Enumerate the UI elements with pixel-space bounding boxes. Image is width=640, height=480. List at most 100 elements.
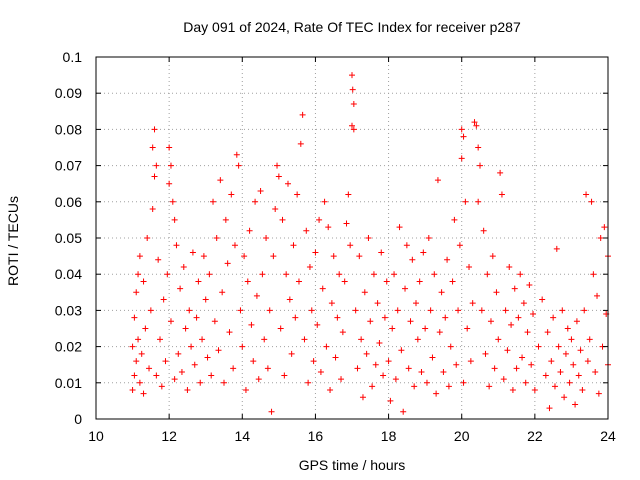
data-point bbox=[257, 187, 264, 194]
data-point bbox=[138, 350, 145, 357]
data-point bbox=[312, 249, 319, 256]
data-point bbox=[478, 307, 485, 314]
data-point bbox=[464, 325, 471, 332]
data-point bbox=[477, 162, 483, 169]
data-point bbox=[275, 173, 282, 180]
data-point bbox=[186, 307, 193, 314]
y-tick-label: 0.05 bbox=[55, 230, 82, 246]
data-point bbox=[420, 249, 427, 256]
data-point bbox=[451, 216, 458, 223]
data-point bbox=[233, 151, 240, 158]
data-point bbox=[149, 206, 156, 213]
data-point bbox=[383, 278, 390, 285]
data-point bbox=[279, 216, 286, 223]
data-point bbox=[467, 358, 474, 365]
data-point bbox=[299, 111, 306, 118]
tick-labels: 10 12 14 16 18 20 22 24 0 0.01 0.02 0.03 0.04 0.05 0.0… bbox=[55, 49, 616, 444]
data-point bbox=[167, 162, 174, 169]
data-point bbox=[310, 358, 317, 365]
data-point bbox=[460, 379, 467, 386]
y-tick-label: 0.03 bbox=[55, 302, 82, 318]
data-point bbox=[195, 278, 202, 285]
data-point bbox=[244, 278, 251, 285]
data-point bbox=[498, 191, 505, 198]
y-axis-label: ROTI / TECUs bbox=[5, 196, 21, 286]
y-tick-label: 0.04 bbox=[55, 266, 82, 282]
y-tick-label: 0.1 bbox=[63, 49, 83, 65]
data-point bbox=[199, 336, 206, 343]
data-point bbox=[442, 314, 449, 321]
data-point bbox=[197, 379, 204, 386]
data-point bbox=[564, 325, 571, 332]
data-point bbox=[405, 365, 412, 372]
data-point bbox=[530, 311, 537, 318]
data-point bbox=[349, 122, 355, 129]
data-point bbox=[594, 292, 601, 299]
data-point bbox=[531, 387, 538, 394]
data-point bbox=[489, 253, 496, 260]
data-point bbox=[144, 235, 151, 241]
data-point bbox=[462, 198, 469, 205]
data-point bbox=[509, 387, 516, 394]
data-point bbox=[285, 180, 291, 187]
data-point bbox=[458, 126, 465, 133]
data-point bbox=[495, 336, 502, 343]
data-point bbox=[133, 358, 140, 365]
data-point bbox=[317, 368, 324, 375]
x-tick-label: 12 bbox=[161, 428, 177, 444]
data-point bbox=[361, 289, 368, 296]
data-point bbox=[173, 242, 180, 249]
data-point bbox=[325, 224, 332, 231]
data-point bbox=[486, 383, 493, 390]
data-point bbox=[423, 379, 430, 386]
data-point bbox=[363, 350, 370, 357]
data-point bbox=[359, 394, 366, 401]
data-point bbox=[497, 169, 504, 176]
data-point bbox=[422, 325, 429, 332]
data-point bbox=[235, 162, 242, 169]
data-point bbox=[268, 408, 275, 415]
data-point bbox=[252, 198, 259, 205]
data-point bbox=[385, 358, 392, 365]
data-point bbox=[597, 235, 604, 241]
data-point bbox=[255, 376, 262, 383]
data-point bbox=[407, 318, 414, 325]
data-point bbox=[431, 271, 438, 278]
data-point bbox=[261, 336, 268, 343]
data-point bbox=[297, 140, 304, 147]
data-point bbox=[480, 227, 487, 234]
data-point bbox=[283, 271, 290, 278]
data-point bbox=[376, 339, 383, 346]
data-point bbox=[189, 249, 196, 256]
data-point bbox=[440, 368, 447, 375]
data-point bbox=[208, 372, 215, 379]
data-point bbox=[352, 307, 359, 314]
data-point bbox=[169, 198, 176, 205]
data-point bbox=[155, 256, 162, 263]
data-point bbox=[572, 401, 579, 408]
data-point bbox=[566, 379, 573, 386]
data-point bbox=[171, 376, 178, 383]
data-point bbox=[378, 249, 385, 256]
data-point bbox=[414, 336, 421, 343]
data-point bbox=[136, 253, 143, 260]
data-point bbox=[595, 390, 602, 397]
data-point bbox=[215, 347, 222, 354]
data-point bbox=[228, 191, 235, 198]
data-point bbox=[151, 126, 158, 133]
data-point bbox=[135, 336, 142, 343]
data-point bbox=[182, 325, 189, 332]
data-point bbox=[367, 318, 374, 325]
data-point bbox=[555, 343, 562, 350]
data-point bbox=[171, 216, 178, 223]
data-point bbox=[231, 242, 238, 249]
data-point bbox=[140, 390, 147, 397]
data-point bbox=[520, 300, 527, 307]
data-point bbox=[281, 372, 288, 379]
data-point bbox=[584, 358, 591, 365]
data-point bbox=[160, 296, 167, 303]
data-point bbox=[453, 361, 460, 368]
data-point bbox=[573, 318, 580, 325]
data-point bbox=[253, 292, 260, 299]
